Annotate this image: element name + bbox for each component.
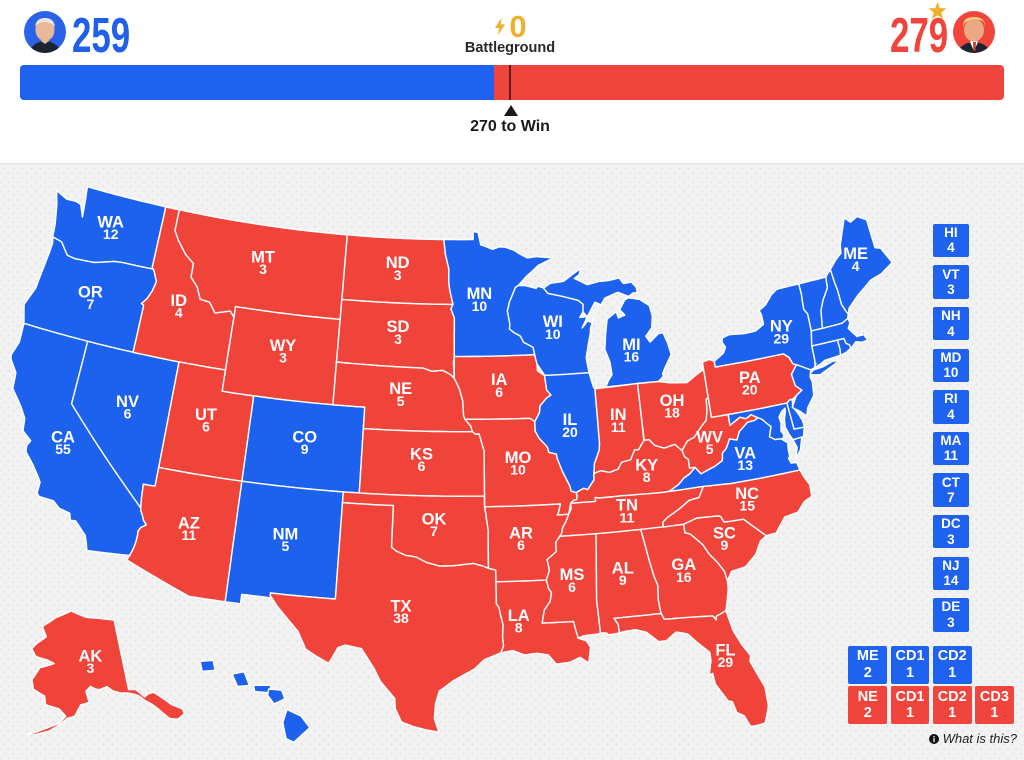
svg-text:3: 3	[394, 267, 402, 283]
svg-text:FL: FL	[715, 642, 735, 660]
svg-text:NM: NM	[273, 526, 299, 544]
svg-text:7: 7	[87, 296, 95, 312]
svg-text:9: 9	[721, 537, 729, 553]
svg-text:AL: AL	[612, 560, 634, 578]
svg-text:6: 6	[202, 419, 210, 435]
svg-text:13: 13	[737, 457, 753, 473]
svg-text:8: 8	[515, 620, 523, 636]
svg-text:VA: VA	[734, 445, 756, 463]
svg-text:MO: MO	[505, 449, 532, 467]
svg-text:ME: ME	[843, 245, 868, 263]
svg-text:6: 6	[418, 458, 426, 474]
svg-text:AR: AR	[509, 525, 533, 543]
svg-text:OH: OH	[660, 392, 685, 410]
svg-text:10: 10	[510, 462, 526, 478]
svg-text:TX: TX	[390, 598, 411, 616]
svg-text:NY: NY	[770, 318, 793, 336]
svg-text:KS: KS	[410, 446, 433, 464]
svg-text:MI: MI	[622, 336, 640, 354]
svg-text:CA: CA	[51, 429, 75, 447]
svg-text:16: 16	[624, 349, 640, 365]
svg-text:11: 11	[611, 419, 626, 435]
svg-text:4: 4	[852, 258, 860, 274]
svg-text:3: 3	[279, 350, 287, 366]
svg-text:7: 7	[430, 523, 438, 539]
svg-text:MS: MS	[560, 566, 585, 584]
svg-text:LA: LA	[508, 607, 530, 625]
svg-text:MN: MN	[467, 285, 493, 303]
svg-text:WA: WA	[97, 214, 124, 232]
svg-text:ND: ND	[386, 254, 410, 272]
svg-text:4: 4	[175, 305, 183, 321]
svg-text:5: 5	[282, 538, 290, 554]
svg-text:6: 6	[517, 537, 525, 553]
svg-text:WY: WY	[270, 337, 297, 355]
svg-text:20: 20	[742, 382, 758, 398]
svg-text:16: 16	[676, 569, 692, 585]
svg-text:CO: CO	[292, 429, 317, 447]
svg-text:IL: IL	[563, 411, 578, 429]
svg-text:29: 29	[718, 654, 734, 670]
svg-text:20: 20	[562, 424, 578, 440]
svg-text:8: 8	[643, 469, 651, 485]
svg-text:5: 5	[397, 393, 405, 409]
svg-text:38: 38	[393, 610, 409, 626]
svg-text:UT: UT	[195, 406, 217, 424]
svg-text:6: 6	[495, 384, 503, 400]
svg-text:KY: KY	[635, 457, 658, 475]
svg-text:9: 9	[619, 572, 627, 588]
svg-text:3: 3	[394, 331, 402, 347]
svg-text:NC: NC	[735, 485, 759, 503]
svg-text:PA: PA	[739, 369, 761, 387]
svg-text:5: 5	[706, 441, 714, 457]
svg-text:WI: WI	[543, 313, 563, 331]
svg-text:NE: NE	[389, 380, 412, 398]
svg-text:18: 18	[664, 405, 680, 421]
svg-text:OK: OK	[422, 511, 447, 529]
svg-text:6: 6	[124, 406, 132, 422]
svg-text:AK: AK	[78, 648, 102, 666]
svg-text:11: 11	[181, 527, 196, 543]
svg-text:SC: SC	[713, 525, 736, 543]
svg-text:3: 3	[259, 261, 267, 277]
svg-text:IA: IA	[491, 371, 508, 389]
svg-text:6: 6	[568, 579, 576, 595]
svg-text:GA: GA	[671, 556, 696, 574]
svg-text:WV: WV	[696, 429, 723, 447]
svg-text:ID: ID	[171, 292, 188, 310]
svg-text:11: 11	[619, 509, 634, 525]
svg-text:SD: SD	[387, 318, 410, 336]
svg-text:NV: NV	[116, 393, 139, 411]
svg-text:9: 9	[301, 441, 309, 457]
svg-text:12: 12	[103, 226, 119, 242]
svg-text:3: 3	[87, 660, 95, 676]
svg-text:TN: TN	[616, 497, 638, 515]
svg-text:MT: MT	[251, 249, 275, 267]
svg-text:29: 29	[774, 330, 790, 346]
svg-text:OR: OR	[78, 284, 103, 302]
svg-text:IN: IN	[610, 406, 627, 424]
svg-text:AZ: AZ	[178, 515, 200, 533]
svg-text:15: 15	[739, 498, 755, 514]
svg-text:55: 55	[55, 441, 71, 457]
svg-text:10: 10	[545, 326, 561, 342]
svg-text:10: 10	[472, 298, 488, 314]
